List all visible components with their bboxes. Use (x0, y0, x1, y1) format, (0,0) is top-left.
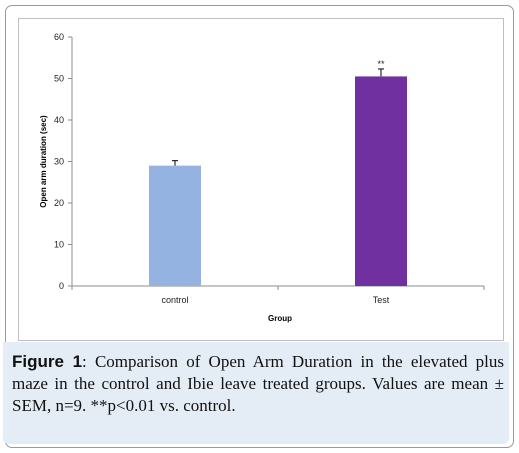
y-tick-label: 0 (59, 281, 64, 291)
x-tick-label: Test (373, 295, 390, 305)
x-axis-title: Group (268, 314, 292, 323)
chart-area (18, 18, 504, 341)
y-tick-label: 30 (54, 157, 64, 167)
y-tick-label: 40 (54, 115, 64, 125)
figure-caption: Figure 1: Comparison of Open Arm Duratio… (12, 351, 504, 417)
y-tick-label: 50 (54, 74, 64, 84)
y-tick-label: 20 (54, 198, 64, 208)
caption-background (3, 342, 509, 444)
caption-text: : Comparison of Open Arm Duration in the… (12, 352, 504, 415)
figure-label: Figure 1 (12, 352, 83, 371)
bar-chart: 0 10 20 30 40 50 60 control ** Test Group Open arm … (39, 32, 485, 323)
y-tick-label: 10 (54, 240, 64, 250)
bar-test (355, 76, 407, 286)
bar-control (149, 165, 201, 286)
significance-label: ** (377, 59, 385, 69)
x-tick-label: control (161, 295, 188, 305)
y-tick-label: 60 (54, 32, 64, 42)
y-axis-title: Open arm duration (sec) (39, 115, 48, 208)
